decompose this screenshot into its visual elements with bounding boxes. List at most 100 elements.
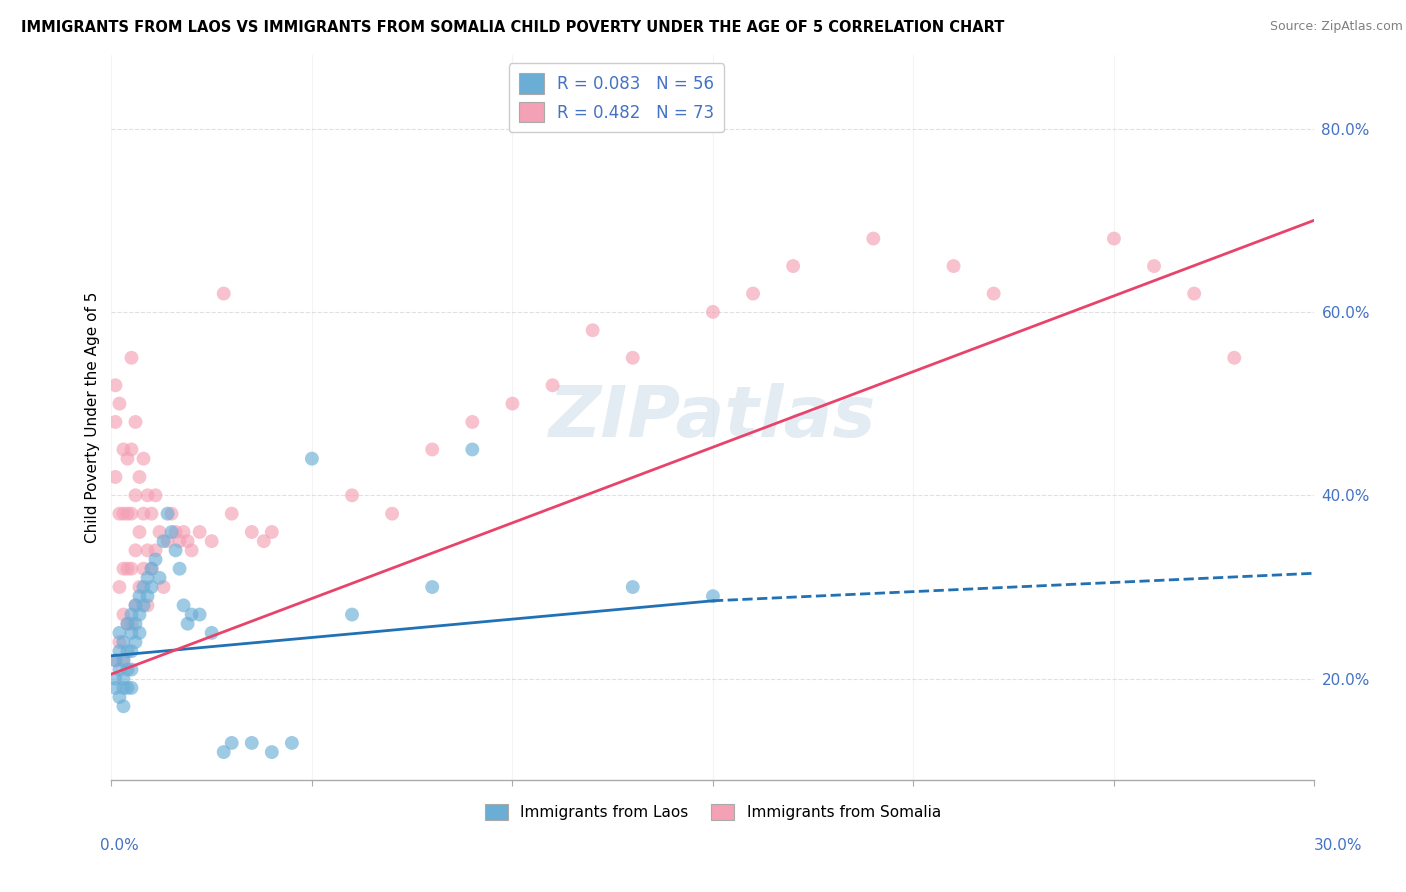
Point [862,231,884,245]
Point [176,534,198,549]
Point [501,396,523,410]
Point [108,663,131,677]
Point [117,616,139,631]
Point [176,616,198,631]
Point [145,552,167,566]
Point [188,524,211,539]
Point [1182,286,1205,301]
Point [169,534,191,549]
Point [108,644,131,658]
Point [136,571,159,585]
Point [132,599,155,613]
Point [160,507,183,521]
Point [112,635,135,649]
Point [221,736,243,750]
Point [128,589,150,603]
Point [128,580,150,594]
Point [112,507,135,521]
Point [260,745,283,759]
Point [132,507,155,521]
Point [212,745,235,759]
Point [136,488,159,502]
Point [169,562,191,576]
Point [156,534,179,549]
Point [180,607,202,622]
Point [121,663,143,677]
Point [124,616,146,631]
Point [173,599,195,613]
Point [104,470,127,484]
Point [156,507,179,521]
Point [124,543,146,558]
Point [112,607,135,622]
Point [942,259,965,273]
Point [128,626,150,640]
Point [141,562,163,576]
Point [112,699,135,714]
Point [541,378,564,392]
Point [112,672,135,686]
Point [104,653,127,667]
Point [702,589,724,603]
Point [112,562,135,576]
Point [128,607,150,622]
Point [253,534,276,549]
Point [112,681,135,695]
Point [121,626,143,640]
Point [420,580,443,594]
Point [180,543,202,558]
Point [742,286,765,301]
Point [124,635,146,649]
Point [983,286,1005,301]
Text: Source: ZipAtlas.com: Source: ZipAtlas.com [1270,20,1403,33]
Point [148,571,170,585]
Point [281,736,304,750]
Point [340,607,363,622]
Point [132,580,155,594]
Point [104,653,127,667]
Point [104,415,127,429]
Point [117,616,139,631]
Point [165,543,187,558]
Point [121,607,143,622]
Point [1102,231,1125,245]
Point [621,351,644,365]
Point [141,507,163,521]
Point [124,415,146,429]
Point [260,524,283,539]
Point [117,681,139,695]
Point [121,351,143,365]
Point [121,562,143,576]
Point [1143,259,1166,273]
Point [201,626,224,640]
Point [160,524,183,539]
Point [141,580,163,594]
Point [221,507,243,521]
Point [132,562,155,576]
Point [152,534,174,549]
Point [108,690,131,704]
Point [128,524,150,539]
Point [104,672,127,686]
Point [117,507,139,521]
Point [145,543,167,558]
Point [112,442,135,457]
Point [117,451,139,466]
Point [702,305,724,319]
Y-axis label: Child Poverty Under the Age of 5: Child Poverty Under the Age of 5 [86,292,100,543]
Point [112,653,135,667]
Point [340,488,363,502]
Point [104,681,127,695]
Point [117,562,139,576]
Point [461,415,484,429]
Point [132,451,155,466]
Point [121,442,143,457]
Point [108,626,131,640]
Point [165,524,187,539]
Point [420,442,443,457]
Point [301,451,323,466]
Point [121,507,143,521]
Point [128,470,150,484]
Point [201,534,224,549]
Point [1223,351,1246,365]
